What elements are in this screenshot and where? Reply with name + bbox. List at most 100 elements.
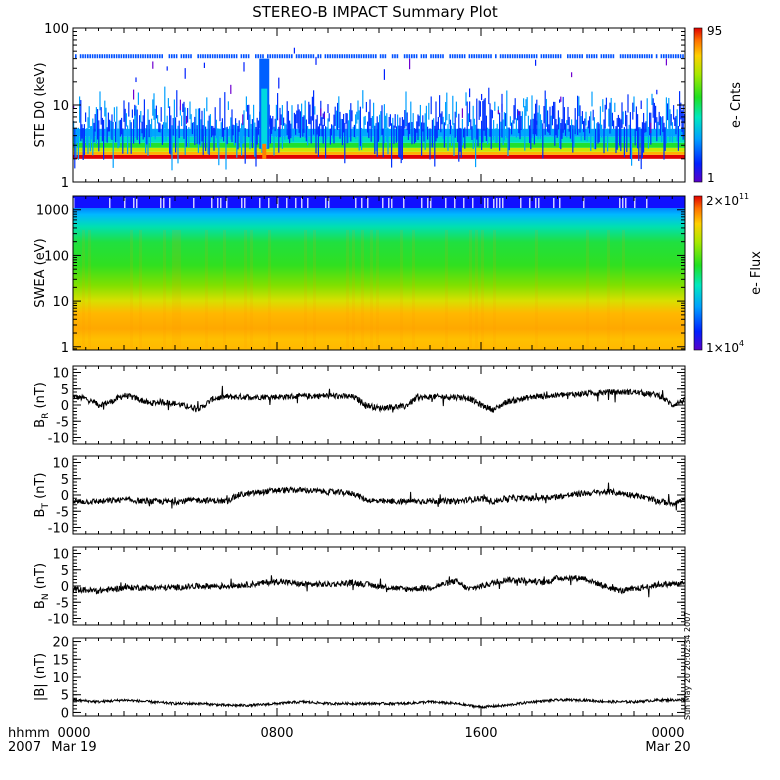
ste-noise [587,120,589,129]
ste-line-dash [682,54,684,59]
ste-noise [308,101,310,124]
swea-gap [136,198,138,208]
ste-noise [379,114,381,140]
ste-line-dash [295,54,298,59]
ste-noise [633,96,635,112]
ste-noise [421,122,423,156]
swea-streaks [73,198,648,348]
ste-line-dash [435,54,437,59]
ste-noise [424,113,426,150]
swea-ylabel: SWEA (eV) [33,238,48,307]
y-tick-label: 10 [52,295,69,310]
ste-noise [353,124,355,138]
ste-noise [183,101,185,139]
ste-noise [628,124,630,138]
swea-streak [376,230,379,348]
ste-noise [94,114,96,132]
ste-noise [293,112,295,129]
ste-line-dash [139,54,142,59]
ste-line-dash [396,54,399,59]
ste-noise [83,124,85,156]
swea-gap [133,198,135,208]
ste-noise [549,106,551,135]
ste-line-dash [509,54,511,59]
ste-line-dash [317,54,319,59]
ste-line-dash [94,54,96,59]
ste-line-dash [559,54,562,59]
ste-noise [85,112,87,122]
ste-line-dash [96,54,99,59]
ste-line-dash [175,54,178,59]
ste-noise [280,114,282,126]
ste-line-dash [108,54,111,59]
ste-noise [119,119,121,137]
swea-streak [469,230,472,348]
ste-noise [658,111,660,126]
ste-noise [584,118,586,141]
ste-line-dash [147,54,149,59]
ste-noise [638,127,640,162]
ste-line-dash [142,54,144,59]
ste-noise [548,124,550,133]
ste-noise [517,109,519,121]
ste-line-dash [471,54,473,59]
ste-line-dash [629,54,631,59]
swea-streak [346,230,349,348]
ste-line-dash [451,54,454,59]
ste-line-dash [516,54,519,59]
y-tick-label: -10 [48,613,69,628]
bt-series [73,482,685,511]
swea-streak [82,230,85,348]
ste-noise [194,116,196,145]
ste-line-dash [243,54,245,59]
ste-noise [671,122,673,143]
ste-noise [349,109,351,138]
swea-gap [454,198,456,208]
ste-line-dash [149,54,151,59]
ste-spectrogram [73,47,685,171]
ste-line-dash [125,54,127,59]
ste-panel: 1 10 100 STE D0 (keV) 95 1 e- Cnts [33,22,744,191]
ste-noise [134,104,136,116]
swea-gap [259,198,261,208]
ste-noise [358,110,360,151]
swea-gap [382,198,384,208]
ste-line-dash [514,54,516,59]
ste-noise [675,115,677,135]
ste-line-dash [240,54,243,59]
ste-noise [550,115,552,133]
ste-noise [220,122,222,140]
ste-line-dash [406,54,408,59]
swea-streak [475,230,478,348]
x-tick-label-0000-start: 0000 [57,726,90,741]
ste-line-dash [233,54,235,59]
ste-noise [325,126,327,159]
swea-gap [241,198,243,208]
ste-noise [253,104,255,136]
ste-noise [113,107,115,122]
ste-noise [471,126,473,140]
ste-line-dash [648,54,651,59]
ste-noise [529,125,531,144]
ste-noise [248,104,250,138]
ste-noise [512,120,514,129]
ste-line-dash [279,54,281,59]
swea-gap [301,198,303,208]
ste-line-dash [137,54,139,59]
bmag-ylabel: |B| (nT) [33,653,48,701]
ste-noise [392,117,394,133]
ste-line-dash [631,54,634,59]
ste-noise [182,103,184,113]
swea-gap [217,198,219,208]
ste-noise [98,120,100,152]
ste-noise [359,106,361,147]
ste-noise [597,121,599,144]
ste-noise [147,109,149,156]
ste-noise [493,120,495,141]
ste-line-dash [103,54,106,59]
ste-noise [515,118,517,138]
ste-line-dash [341,54,343,59]
swea-gap [124,198,126,208]
ste-noise [363,116,365,133]
ste-noise [422,115,424,132]
